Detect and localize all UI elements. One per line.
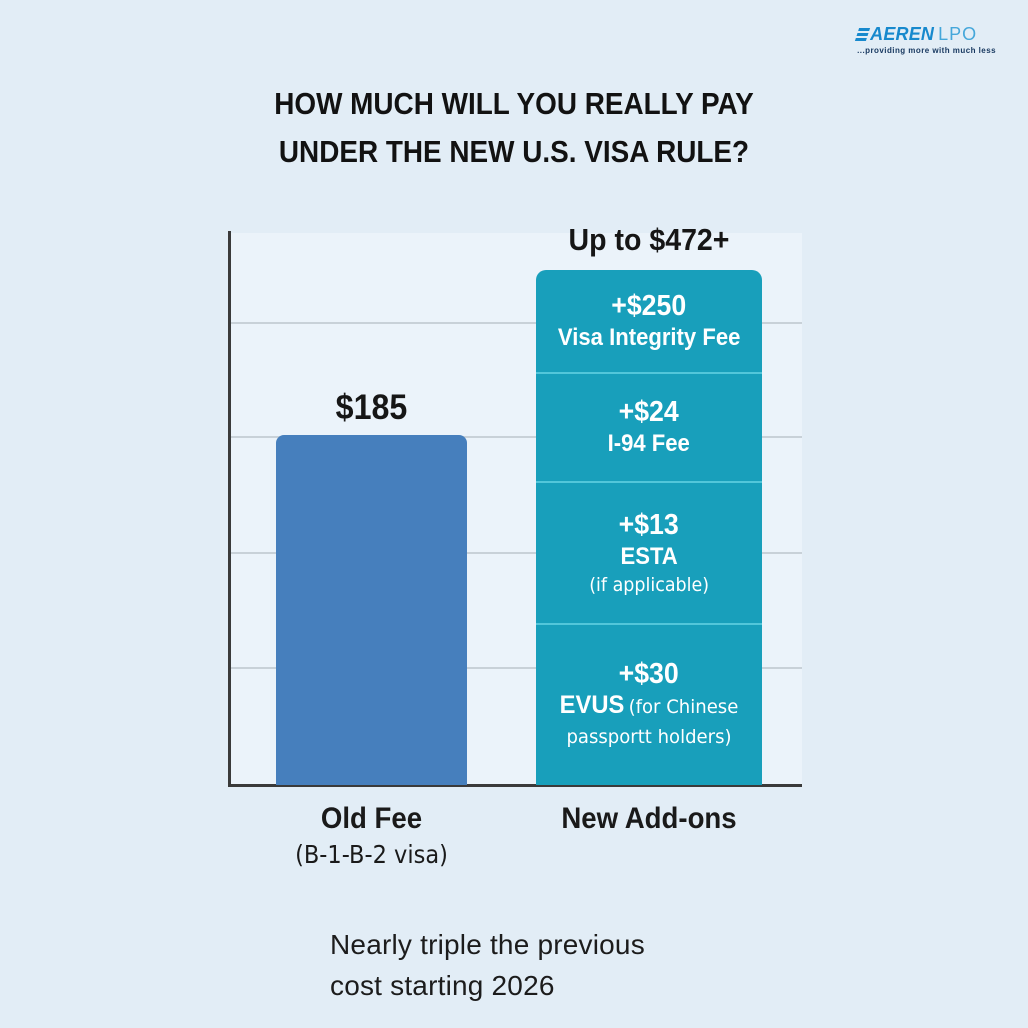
segment-amount: +$250 [611,289,687,322]
segment-amount: +$30 [618,657,680,690]
chart-title: HOW MUCH WILL YOU REALLY PAY UNDER THE N… [0,80,1028,176]
footnote-line1: Nearly triple the previous [330,929,645,960]
segment-name: I-94 Fee [607,430,691,457]
old-fee-value-label: $185 [335,388,408,427]
segment-esta: +$13 ESTA (if applicable) [536,481,762,623]
segment-amount: +$24 [618,396,680,428]
segment-name-note-block: EVUS (for Chinese passportt holders) [546,691,751,753]
segment-name: Visa Integrity Fee [557,323,741,351]
new-addons-bar: +$250 Visa Integrity Fee +$24 I-94 Fee +… [536,270,762,785]
brand-suffix: LPO [938,23,978,44]
footnote-line2: cost starting 2026 [330,970,555,1001]
category-sublabel-old-fee: (B-1-B-2 visa) [295,840,448,869]
gridline-2 [231,436,802,438]
y-axis [228,231,231,787]
brand-bars-icon [855,27,871,41]
segment-i94-fee: +$24 I-94 Fee [536,372,762,481]
brand-logo: AEREN LPO ...providing more with much le… [855,23,996,55]
segment-name: ESTA [620,542,678,570]
old-fee-bar [276,435,467,785]
chart-title-line1: HOW MUCH WILL YOU REALLY PAY [274,86,754,121]
gridline-1 [231,322,802,324]
category-label-old-fee: Old Fee [320,802,423,835]
category-label-new-addons: New Add-ons [561,802,737,835]
brand-tagline: ...providing more with much less [857,46,996,55]
x-axis [228,784,802,787]
segment-name: EVUS [559,690,625,719]
segment-note: (for Chinese passportt holders) [566,695,739,748]
footnote: Nearly triple the previous cost starting… [330,924,645,1006]
chart-title-line2: UNDER THE NEW U.S. VISA RULE? [278,134,750,169]
gridline-4 [231,667,802,669]
new-addons-total-label: Up to $472+ [568,222,730,257]
segment-note: (if applicable) [589,573,709,596]
segment-amount: +$13 [618,508,680,541]
gridline-3 [231,552,802,554]
segment-visa-integrity-fee: +$250 Visa Integrity Fee [536,270,762,372]
brand-logo-row: AEREN LPO [855,23,996,44]
brand-name: AEREN [870,23,935,44]
segment-evus: +$30 EVUS (for Chinese passportt holders… [536,623,762,785]
